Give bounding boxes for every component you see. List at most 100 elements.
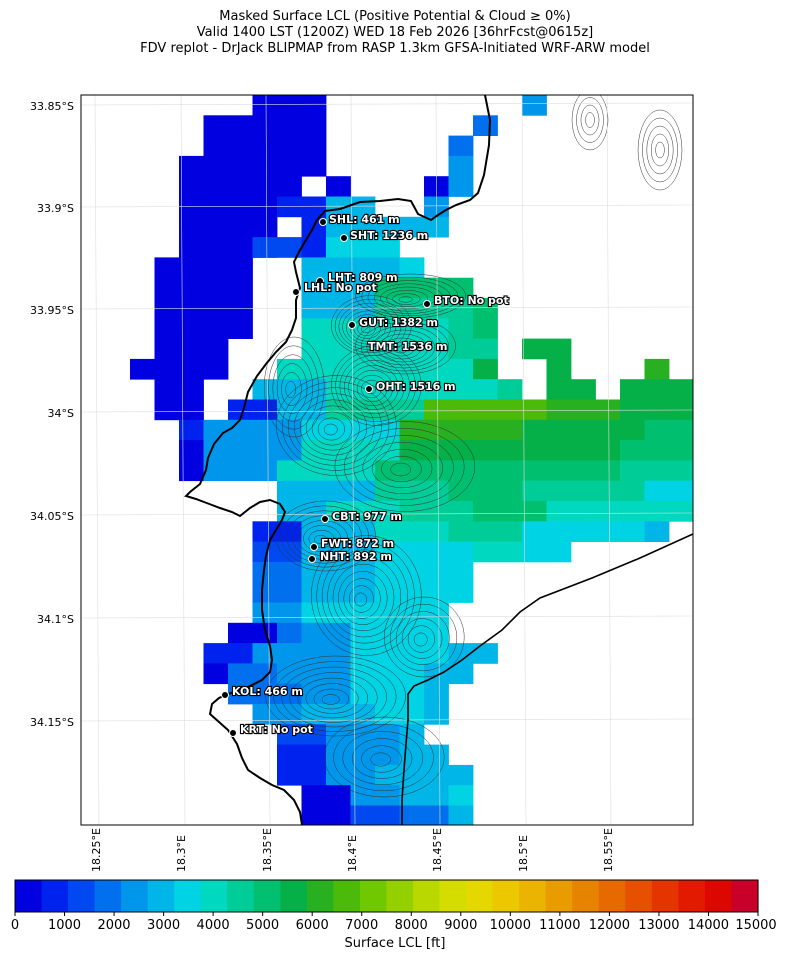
lcl-cell — [252, 521, 302, 542]
terrain-contour — [280, 505, 369, 568]
lcl-cell — [522, 95, 547, 116]
station-marker — [423, 300, 431, 308]
lcl-cell — [277, 358, 474, 380]
lcl-cell — [228, 622, 278, 644]
lcl-cell — [203, 135, 327, 157]
terrain-contour — [323, 423, 338, 436]
terrain-contour — [353, 435, 454, 500]
lcl-cell — [277, 622, 302, 644]
station-label: NHT: 892 m — [320, 550, 392, 563]
terrain-contour — [281, 666, 387, 728]
lcl-cell — [644, 501, 693, 522]
terrain-contour — [275, 500, 376, 572]
terrain-contour — [394, 345, 408, 354]
station: KRT: No pot — [229, 722, 314, 737]
terrain-contour — [383, 337, 422, 360]
station-marker — [316, 277, 324, 285]
lcl-cell — [228, 399, 278, 421]
terrain-contour — [367, 280, 451, 314]
station-marker — [321, 515, 329, 523]
lcl-cell — [154, 277, 253, 299]
lcl-cell — [203, 643, 253, 664]
terrain-contour — [637, 109, 683, 191]
map-title-line-2: Valid 1400 LST (1200Z) WED 18 Feb 2026 [… — [196, 25, 594, 40]
colorbar-tick-label: 11000 — [539, 918, 581, 933]
station-marker — [221, 691, 229, 699]
station-marker — [319, 218, 327, 226]
lcl-cell — [252, 379, 327, 400]
lcl-cell — [522, 480, 645, 502]
meridian-line — [180, 95, 186, 825]
lcl-cell — [448, 521, 523, 542]
lcl-cell — [326, 764, 376, 786]
lcl-cell — [301, 602, 351, 624]
terrain-contour — [342, 306, 397, 348]
lcl-cell — [424, 399, 547, 421]
lat-label: 34.1°S — [37, 613, 74, 626]
lcl-cell — [448, 338, 498, 360]
lcl-cell — [399, 419, 523, 441]
lcl-cell — [277, 764, 327, 786]
terrain-contour — [372, 329, 435, 366]
colorbar-swatch — [147, 880, 175, 912]
terrain-contour — [281, 372, 302, 406]
colorbar-tick-label: 1000 — [47, 918, 82, 933]
colorbar-tick-label: 0 — [10, 918, 20, 933]
terrain-contour — [333, 723, 434, 792]
lcl-cell — [301, 257, 400, 279]
terrain-contour — [380, 286, 436, 310]
terrain-contour — [273, 661, 397, 732]
colorbar-tick-label: 10000 — [489, 918, 531, 933]
meridian-line — [606, 95, 612, 825]
lcl-cell — [448, 176, 474, 197]
lcl-cell — [473, 115, 498, 136]
lcl-cell — [301, 683, 351, 705]
colorbar-swatch — [15, 880, 43, 912]
lat-label: 33.95°S — [30, 304, 74, 317]
colorbar-tick-label: 2000 — [97, 918, 131, 933]
terrain-contour — [646, 125, 674, 175]
lcl-cell — [448, 805, 474, 825]
terrain-contour — [355, 317, 456, 375]
terrain-contour — [313, 688, 350, 710]
map-title-line-1: Masked Surface LCL (Positive Potential &… — [219, 9, 571, 24]
station-marker — [229, 729, 237, 737]
lon-label: 18.55°E — [602, 828, 615, 872]
colorbar-swatch — [492, 880, 520, 912]
colorbar-swatch — [253, 880, 281, 912]
lcl-cell — [375, 277, 474, 299]
station-label: GUT: 1382 m — [359, 316, 438, 329]
lcl-cell — [473, 541, 523, 563]
lcl-cell — [301, 419, 400, 441]
lat-label: 34.05°S — [30, 510, 74, 523]
lcl-cell — [301, 582, 376, 603]
colorbar-swatch — [545, 880, 573, 912]
lcl-cell — [252, 602, 302, 624]
station: KOL: 466 m — [221, 684, 304, 699]
lcl-cell — [277, 744, 327, 766]
colorbar-swatch — [439, 880, 467, 912]
parallel-line — [81, 615, 693, 619]
lcl-cell — [375, 480, 449, 502]
colorbar-swatch — [306, 880, 335, 912]
station: LHL: No pot — [292, 280, 378, 296]
lcl-cell — [252, 95, 327, 116]
station-marker — [308, 555, 316, 563]
map-title-line-3: FDV replot - DrJack BLIPMAP from RASP 1.… — [140, 41, 650, 56]
parallel-line — [81, 512, 693, 516]
lcl-cell — [399, 257, 425, 279]
station-label: KRT: No pot — [240, 723, 313, 736]
station-label: LHL: No pot — [304, 281, 377, 294]
colorbar-swatch — [678, 880, 706, 912]
terrain-contour — [305, 405, 360, 451]
meridian-line — [350, 95, 356, 825]
terrain-contour — [268, 345, 319, 430]
lcl-cell — [448, 643, 498, 664]
lcl-cell — [301, 704, 376, 725]
terrain-contour — [388, 341, 415, 357]
terrain-contour — [263, 336, 325, 438]
lcl-cell — [277, 196, 327, 218]
colorbar-swatch — [466, 880, 494, 912]
lcl-cell — [179, 155, 327, 177]
lcl-cell — [546, 358, 572, 380]
